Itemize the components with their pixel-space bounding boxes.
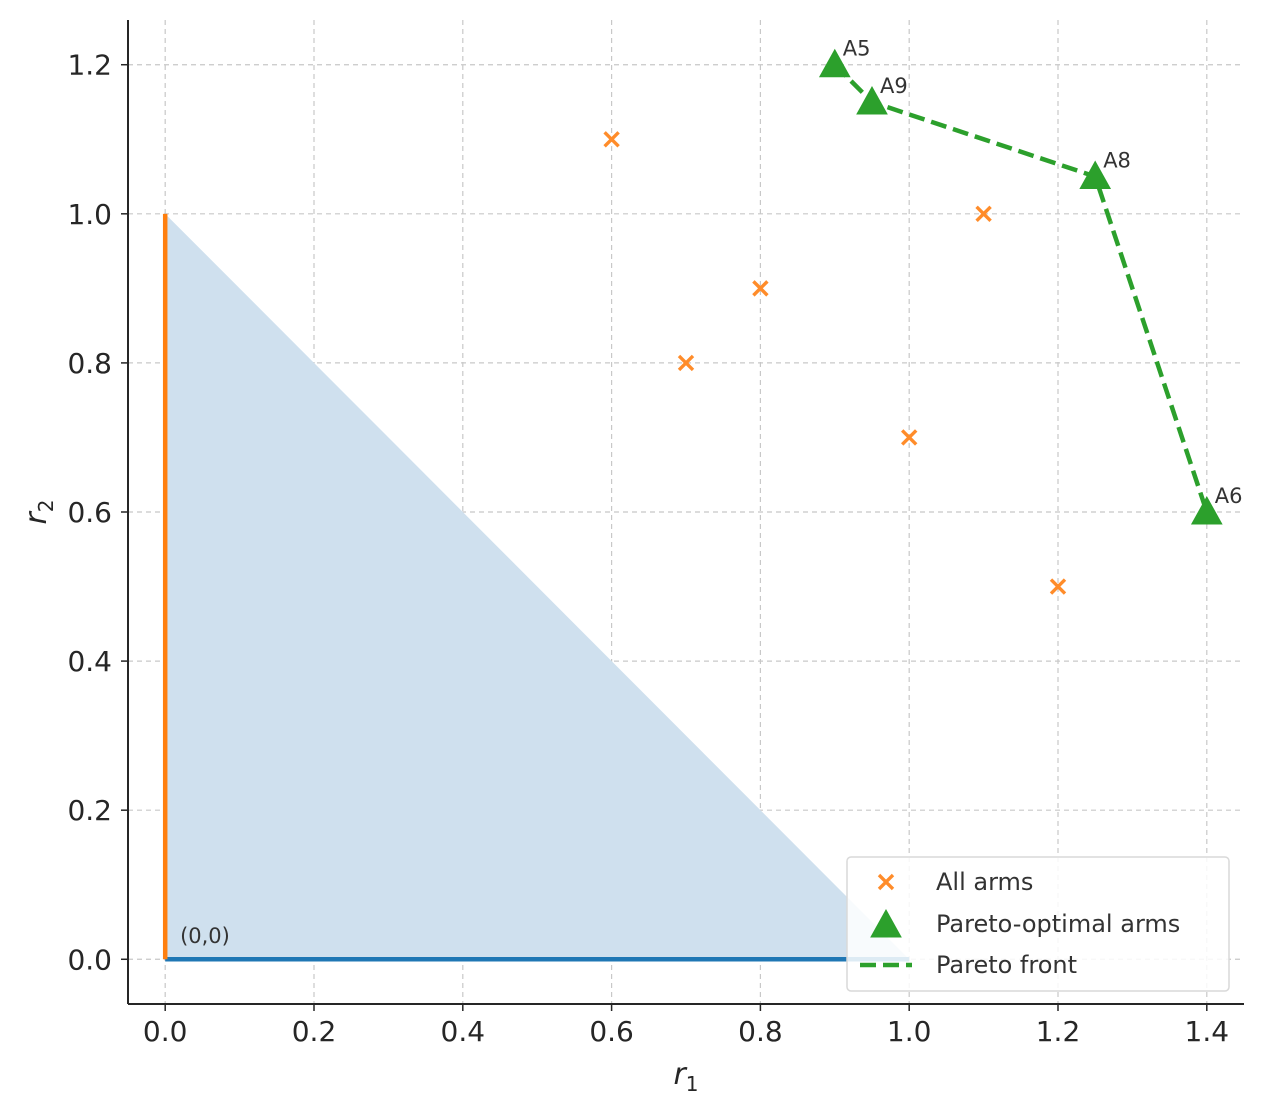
point-labels-layer: (0,0) A5 A9 A8 A6: [180, 37, 1242, 948]
pareto-point-label-0: A5: [843, 37, 871, 61]
arm-point-2-stroke-b: [752, 280, 769, 297]
legend-label-2: Pareto front: [936, 951, 1077, 979]
x-tick-label-6: 1.2: [1036, 1015, 1081, 1048]
arm-point-4: [975, 205, 992, 223]
y-tick-label-1: 0.2: [67, 794, 112, 827]
pareto-point-2: [1079, 160, 1112, 190]
axis-segments-layer: [162, 213, 910, 962]
x-tick-label-4: 0.8: [738, 1015, 783, 1048]
y-axis-label: r2: [19, 499, 58, 524]
x-tick-label-0: 0.0: [143, 1015, 188, 1048]
legend-box: [846, 856, 1230, 992]
legend-label-1: Pareto-optimal arms: [936, 910, 1180, 938]
arm-point-1: [677, 354, 695, 372]
y-tick-label-5: 1.0: [67, 198, 112, 231]
pareto-point-label-3: A6: [1215, 484, 1243, 508]
axes-layer: 0.0 0.2 0.4 0.6 0.8 1.0 1.2 1.4 0.0 0.2 0.4 0.6 0.8 1…: [19, 20, 1244, 1096]
y-tick-label-0: 0.0: [67, 943, 112, 976]
arm-point-4-stroke-b: [975, 205, 992, 223]
pareto-point-0: [818, 48, 851, 78]
pareto-front-line: [833, 63, 1209, 513]
pareto-point-label-2: A8: [1103, 149, 1131, 173]
pareto-point-3: [1190, 495, 1223, 525]
x-axis-label: r1: [673, 1057, 698, 1096]
x-tick-label-2: 0.4: [441, 1015, 486, 1048]
y-tick-label-3: 0.6: [67, 496, 112, 529]
arm-point-0-stroke-b: [603, 131, 620, 148]
arm-point-1-stroke-b: [677, 354, 695, 372]
arm-point-3-stroke-b: [900, 429, 918, 446]
x-tick-label-7: 1.4: [1185, 1015, 1230, 1048]
pareto-point-label-1: A9: [880, 74, 908, 98]
simplex-region-layer: [165, 213, 910, 960]
x-tick-label-1: 0.2: [292, 1015, 337, 1048]
x-tick-label-5: 1.0: [887, 1015, 932, 1048]
x-axis-label-base: r: [673, 1057, 687, 1092]
arm-point-0: [603, 131, 620, 148]
legend: All arms Pareto-optimal arms Pareto front: [846, 856, 1230, 992]
y-tick-label-4: 0.8: [67, 347, 112, 380]
x-tick-label-3: 0.6: [589, 1015, 634, 1048]
y-axis-label-sub: 2: [34, 499, 58, 512]
arm-point-5-stroke-b: [1049, 578, 1067, 595]
arm-point-2: [752, 280, 769, 297]
legend-marker-0-stroke-b: [877, 873, 895, 891]
y-axis-label-base: r: [19, 511, 54, 525]
pareto-front-layer: [833, 63, 1209, 513]
points-layer: [603, 48, 1223, 595]
simplex-region: [165, 213, 910, 960]
legend-marker-1: [870, 908, 902, 938]
pareto-point-1: [856, 85, 888, 115]
arm-point-3: [900, 429, 918, 446]
legend-marker-0: [877, 873, 895, 891]
y-tick-label-2: 0.4: [67, 645, 112, 678]
arm-point-5: [1049, 578, 1067, 595]
origin-annotation: (0,0): [180, 924, 230, 948]
y-tick-label-6: 1.2: [67, 49, 112, 82]
x-axis-label-sub: 1: [686, 1072, 699, 1096]
legend-label-0: All arms: [936, 868, 1033, 896]
